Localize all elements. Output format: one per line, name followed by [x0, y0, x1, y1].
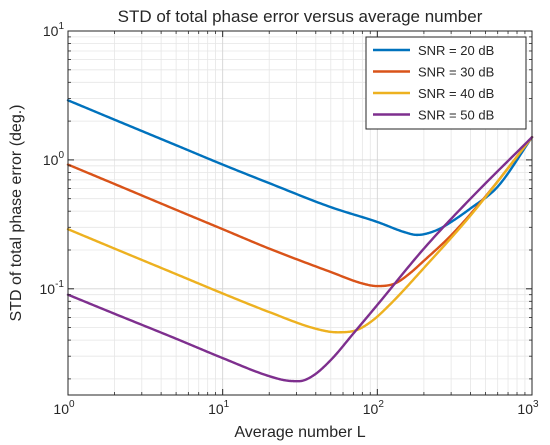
series-line-4 — [66, 136, 534, 383]
axis-ticks — [67, 30, 533, 395]
x-tick-label: 101 — [208, 399, 230, 417]
legend-label: SNR = 20 dB — [418, 43, 494, 58]
y-tick-label: 101 — [43, 21, 65, 39]
chart-title: STD of total phase error versus average … — [118, 7, 483, 26]
legend-label: SNR = 30 dB — [418, 65, 494, 80]
x-tick-labels: 100 101 102 103 — [53, 399, 539, 417]
legend-items: SNR = 20 dB SNR = 30 dB SNR = 40 dB SNR = 5… — [373, 43, 494, 123]
y-tick-label: 100 — [43, 150, 65, 168]
x-axis-label: Average number L — [234, 424, 365, 441]
x-tick-label: 100 — [53, 399, 75, 417]
series-line-3 — [66, 136, 534, 334]
x-tick-label: 102 — [363, 399, 385, 417]
series-line-1 — [66, 99, 534, 237]
plot-frame — [67, 30, 533, 396]
legend: SNR = 20 dB SNR = 30 dB SNR = 40 dB SNR = 5… — [365, 36, 527, 130]
legend-label: SNR = 50 dB — [418, 108, 494, 123]
series-line-2 — [66, 136, 534, 288]
y-axis-label: STD of total phase error (deg.) — [8, 105, 25, 322]
series-layer — [66, 99, 534, 383]
y-tick-labels: 10-1 100 101 — [40, 21, 65, 297]
y-tick-label: 10-1 — [40, 279, 65, 297]
x-tick-label: 103 — [517, 399, 539, 417]
legend-label: SNR = 40 dB — [418, 86, 494, 101]
